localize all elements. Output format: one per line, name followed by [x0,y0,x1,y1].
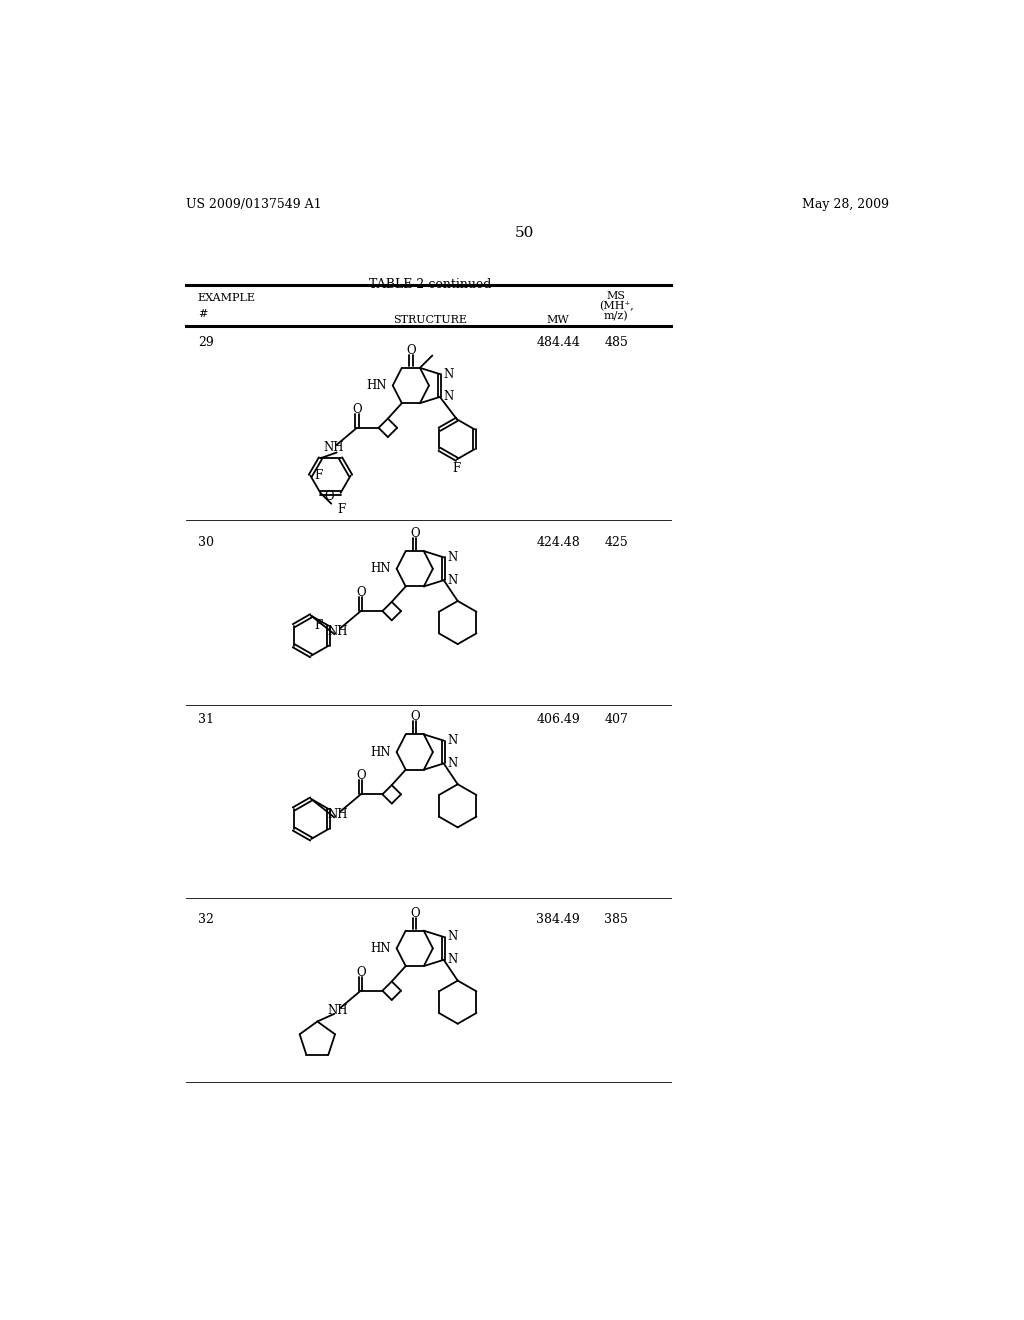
Text: STRUCTURE: STRUCTURE [393,314,467,325]
Text: EXAMPLE: EXAMPLE [198,293,256,304]
Text: O: O [356,966,366,978]
Text: O: O [356,770,366,783]
Text: HN: HN [370,942,390,954]
Text: 485: 485 [604,335,628,348]
Text: 384.49: 384.49 [537,913,580,927]
Text: 424.48: 424.48 [537,536,580,549]
Text: N: N [447,550,458,564]
Text: F: F [314,619,323,632]
Text: O: O [410,710,420,723]
Text: 29: 29 [198,335,213,348]
Text: 425: 425 [604,536,628,549]
Text: N: N [447,574,458,586]
Text: N: N [447,931,458,944]
Text: HN: HN [370,562,390,576]
Text: F: F [453,462,461,475]
Text: TABLE 2-continued: TABLE 2-continued [369,277,492,290]
Text: O: O [352,403,361,416]
Text: O: O [356,586,366,599]
Text: MW: MW [547,314,569,325]
Text: O: O [407,343,416,356]
Text: O: O [410,907,420,920]
Text: 50: 50 [515,226,535,240]
Text: N: N [447,953,458,966]
Text: 407: 407 [604,713,628,726]
Text: NH: NH [328,808,348,821]
Text: MS: MS [607,290,626,301]
Text: 484.44: 484.44 [537,335,580,348]
Text: 31: 31 [198,713,214,726]
Text: N: N [447,734,458,747]
Text: HN: HN [370,746,390,759]
Text: F: F [314,469,323,482]
Text: 406.49: 406.49 [537,713,580,726]
Text: O: O [325,490,334,503]
Text: 32: 32 [198,913,214,927]
Text: May 28, 2009: May 28, 2009 [802,198,889,211]
Text: #: # [198,309,207,318]
Text: 385: 385 [604,913,628,927]
Text: (MH⁺,: (MH⁺, [599,301,634,312]
Text: NH: NH [328,624,348,638]
Text: N: N [443,391,454,404]
Text: 30: 30 [198,536,214,549]
Text: N: N [447,756,458,770]
Text: NH: NH [324,441,344,454]
Text: O: O [410,527,420,540]
Text: US 2009/0137549 A1: US 2009/0137549 A1 [186,198,322,211]
Text: m/z): m/z) [604,312,629,321]
Text: N: N [443,367,454,380]
Text: HN: HN [366,379,386,392]
Text: NH: NH [328,1005,348,1018]
Text: F: F [338,503,346,516]
